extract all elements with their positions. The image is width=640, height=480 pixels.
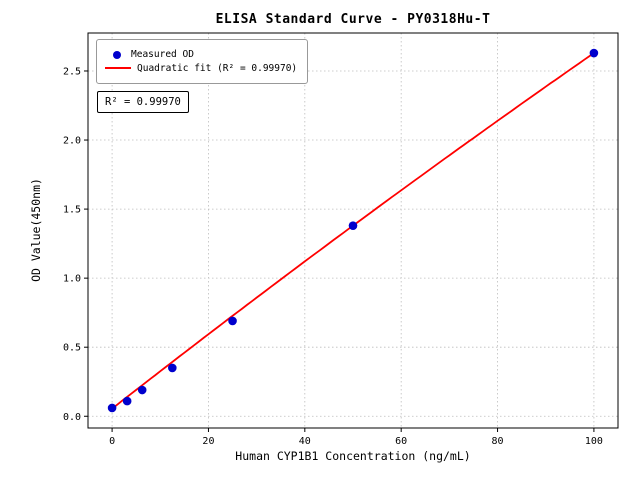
svg-text:0.0: 0.0 [63,412,81,423]
svg-text:0.5: 0.5 [63,343,81,354]
r-squared-annotation: R² = 0.99970 [97,91,189,113]
svg-text:80: 80 [492,436,504,447]
legend: Measured OD Quadratic fit (R² = 0.99970) [96,39,309,84]
svg-text:20: 20 [202,436,214,447]
svg-text:60: 60 [395,436,407,447]
svg-text:2.5: 2.5 [63,66,81,77]
chart-title: ELISA Standard Curve - PY0318Hu-T [215,12,491,27]
svg-text:0: 0 [109,436,115,447]
legend-item-quadratic-fit: Quadratic fit (R² = 0.99970) [105,62,298,74]
legend-item-measured-od: Measured OD [105,50,297,60]
svg-text:1.0: 1.0 [63,274,81,285]
quadratic-fit-line-icon [105,67,131,70]
legend-label-measured-od: Measured OD [131,49,194,60]
x-axis-label: Human CYP1B1 Concentration (ng/mL) [235,449,471,463]
measured-od-dot-icon [113,50,121,59]
svg-text:1.5: 1.5 [63,205,81,216]
svg-text:100: 100 [585,436,603,447]
y-axis-label: OD Value(450nm) [29,178,43,282]
svg-text:40: 40 [299,436,311,447]
legend-label-quadratic-fit: Quadratic fit (R² = 0.99970) [137,62,298,74]
svg-text:2.0: 2.0 [63,136,81,147]
